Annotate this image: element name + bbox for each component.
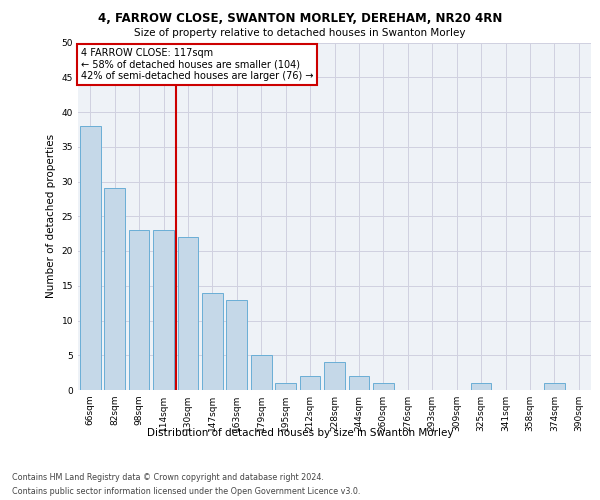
Text: 4, FARROW CLOSE, SWANTON MORLEY, DEREHAM, NR20 4RN: 4, FARROW CLOSE, SWANTON MORLEY, DEREHAM… xyxy=(98,12,502,26)
Bar xyxy=(80,126,101,390)
Text: Contains public sector information licensed under the Open Government Licence v3: Contains public sector information licen… xyxy=(12,488,361,496)
Bar xyxy=(349,376,370,390)
Text: 4 FARROW CLOSE: 117sqm
← 58% of detached houses are smaller (104)
42% of semi-de: 4 FARROW CLOSE: 117sqm ← 58% of detached… xyxy=(80,48,313,81)
Bar xyxy=(324,362,345,390)
Bar xyxy=(373,383,394,390)
Bar xyxy=(202,292,223,390)
Bar xyxy=(104,188,125,390)
Bar xyxy=(470,383,491,390)
Text: Contains HM Land Registry data © Crown copyright and database right 2024.: Contains HM Land Registry data © Crown c… xyxy=(12,472,324,482)
Y-axis label: Number of detached properties: Number of detached properties xyxy=(46,134,56,298)
Bar xyxy=(128,230,149,390)
Bar xyxy=(226,300,247,390)
Text: Size of property relative to detached houses in Swanton Morley: Size of property relative to detached ho… xyxy=(134,28,466,38)
Bar xyxy=(251,355,272,390)
Bar xyxy=(275,383,296,390)
Bar xyxy=(544,383,565,390)
Bar xyxy=(178,237,199,390)
Bar xyxy=(153,230,174,390)
Bar xyxy=(299,376,320,390)
Text: Distribution of detached houses by size in Swanton Morley: Distribution of detached houses by size … xyxy=(147,428,453,438)
